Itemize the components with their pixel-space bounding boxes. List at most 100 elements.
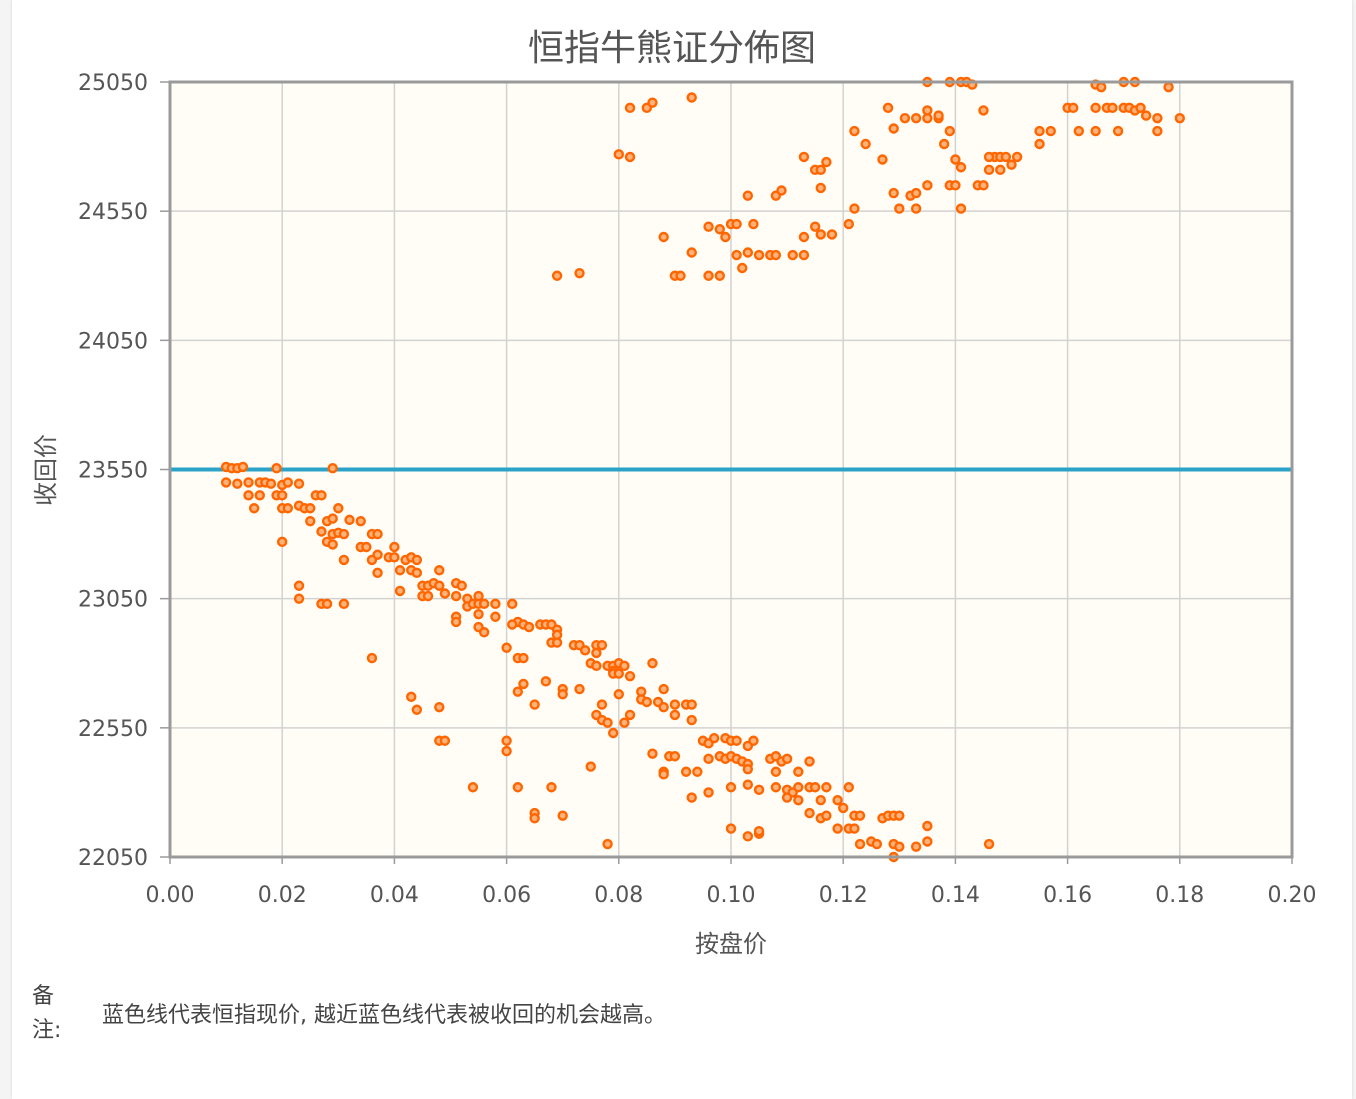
data-point [1152,125,1163,137]
data-point [675,270,686,281]
data-point [815,794,826,806]
data-point [787,249,798,261]
data-point [995,164,1006,176]
data-point [658,701,669,713]
data-point [815,164,826,176]
data-point [826,229,838,240]
data-point [596,639,608,651]
data-point [624,151,636,163]
x-tick-label: 0.20 [1268,883,1317,908]
data-point [910,112,922,124]
y-tick-label: 22550 [78,717,148,742]
data-point [490,611,501,622]
data-point [658,683,669,695]
data-point [731,218,742,230]
data-point [1068,102,1079,114]
data-point [338,528,350,540]
data-point [344,514,355,526]
data-point [501,642,512,653]
data-point [983,164,995,176]
data-point [619,660,630,672]
data-point [327,513,338,524]
data-point [372,528,383,540]
data-point [821,810,832,821]
data-point [804,807,815,819]
data-point [1090,125,1101,137]
data-point [248,503,260,514]
data-point [265,478,277,489]
data-point [955,162,967,173]
data-point [843,782,855,793]
data-point [439,588,451,599]
data-point [551,270,563,281]
data-point [372,567,383,579]
x-tick-label: 0.16 [1043,883,1092,908]
data-point [624,709,636,721]
data-point [692,766,703,777]
data-point [1073,125,1085,137]
data-point [804,756,815,767]
data-point [232,478,243,489]
x-tick-label: 0.02 [258,883,307,908]
data-point [293,580,305,591]
x-tick-label: 0.18 [1155,883,1204,908]
data-point [731,735,742,746]
plot-frame [168,80,1294,859]
data-point [832,823,843,834]
data-point [882,102,894,114]
data-point [355,515,366,527]
data-point [579,645,591,656]
data-point [478,598,490,610]
data-point [922,105,933,116]
data-point [557,689,568,700]
data-point [950,154,961,165]
data-point [602,717,613,728]
data-point [922,836,933,847]
data-point [478,627,490,638]
data-point [770,249,782,261]
scatter-chart: 恒指牛熊证分佈图 0.00 0.02 0.04 0.06 0.08 0.10 0.12 0.1… [32,28,1317,958]
data-point [821,782,832,793]
data-point [1174,112,1186,124]
data-point [389,541,400,553]
data-point [411,554,423,566]
data-point [613,668,624,679]
data-point [877,154,888,165]
footnote-text: 蓝色线代表恒指现价, 越近蓝色线代表被收回的机会越高。 [102,1003,666,1028]
data-point [742,763,754,775]
data-point [338,598,350,610]
data-point [776,185,787,196]
data-point [316,526,327,537]
data-point [647,658,658,669]
data-point [411,704,423,715]
y-tick-label: 24550 [78,200,148,225]
data-point [742,247,754,258]
data-point [254,490,265,501]
data-point [1152,112,1163,124]
data-point [854,838,866,850]
data-point [686,247,697,258]
data-point [725,823,737,834]
data-point [456,580,467,591]
data-point [389,552,400,563]
data-point [1000,151,1012,163]
data-point [770,782,782,793]
data-point [809,782,821,793]
data-point [910,841,922,852]
data-point [742,190,754,201]
data-point [434,580,445,591]
data-point [523,621,535,633]
data-point [815,229,826,240]
data-point [933,110,944,121]
data-point [849,125,860,137]
data-point [838,802,849,814]
data-point [1006,159,1017,170]
data-point [338,554,350,566]
y-tick-label: 22050 [78,846,148,871]
data-point [888,187,899,199]
plot-border [168,80,1294,859]
data-point [282,503,294,514]
data-point [815,182,826,194]
data-point [574,267,585,279]
data-point [507,598,518,610]
